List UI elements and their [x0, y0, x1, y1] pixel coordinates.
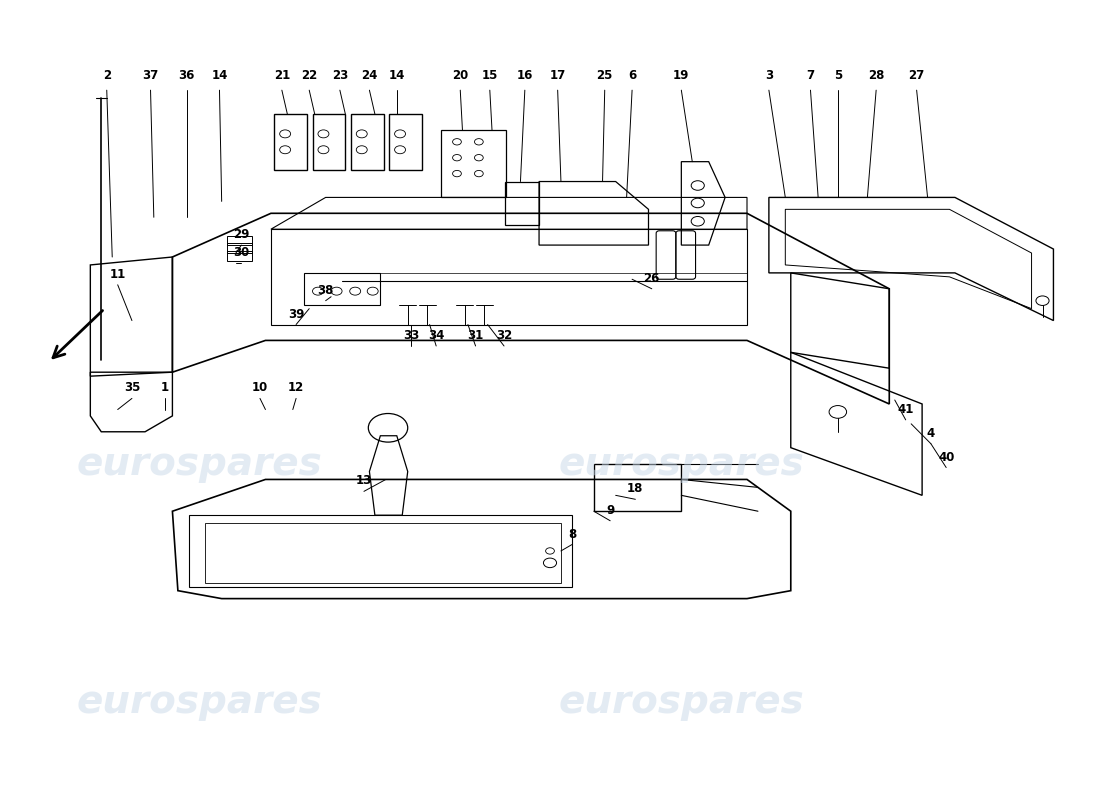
Text: 13: 13 [355, 474, 372, 487]
Polygon shape [41, 301, 107, 372]
Text: 29: 29 [233, 228, 250, 241]
Text: 24: 24 [361, 70, 377, 82]
Text: 32: 32 [496, 329, 513, 342]
Text: 14: 14 [388, 70, 405, 82]
Text: 38: 38 [318, 284, 333, 297]
Text: 23: 23 [332, 70, 348, 82]
Text: eurospares: eurospares [77, 683, 322, 721]
Text: 36: 36 [178, 70, 195, 82]
Text: 35: 35 [123, 382, 140, 394]
Text: 41: 41 [898, 403, 914, 416]
Text: 18: 18 [627, 482, 644, 495]
Text: 33: 33 [403, 329, 419, 342]
Text: eurospares: eurospares [559, 445, 804, 482]
Text: 15: 15 [482, 70, 498, 82]
Text: 5: 5 [834, 70, 842, 82]
Text: eurospares: eurospares [559, 683, 804, 721]
Text: 14: 14 [211, 70, 228, 82]
Text: 28: 28 [868, 70, 884, 82]
Text: 4: 4 [926, 426, 935, 440]
Text: 21: 21 [274, 70, 290, 82]
Text: 3: 3 [764, 70, 773, 82]
Text: 19: 19 [673, 70, 690, 82]
Text: 8: 8 [568, 528, 576, 541]
Text: 11: 11 [110, 268, 125, 281]
Text: 16: 16 [517, 70, 534, 82]
Text: 6: 6 [628, 70, 636, 82]
Text: eurospares: eurospares [77, 445, 322, 482]
Text: 10: 10 [252, 382, 268, 394]
Text: 2: 2 [102, 70, 111, 82]
Text: 39: 39 [288, 307, 305, 321]
Text: 17: 17 [550, 70, 565, 82]
Text: 31: 31 [468, 329, 484, 342]
Text: 9: 9 [606, 504, 614, 517]
Text: 26: 26 [644, 272, 660, 285]
Text: 34: 34 [428, 329, 444, 342]
Text: 30: 30 [233, 246, 250, 259]
Text: 20: 20 [452, 70, 469, 82]
Text: 40: 40 [938, 450, 955, 463]
Text: 1: 1 [161, 382, 168, 394]
Text: 7: 7 [806, 70, 814, 82]
Text: 25: 25 [596, 70, 613, 82]
Text: 22: 22 [301, 70, 317, 82]
Text: 27: 27 [909, 70, 925, 82]
Text: 37: 37 [142, 70, 158, 82]
Text: 12: 12 [288, 382, 305, 394]
